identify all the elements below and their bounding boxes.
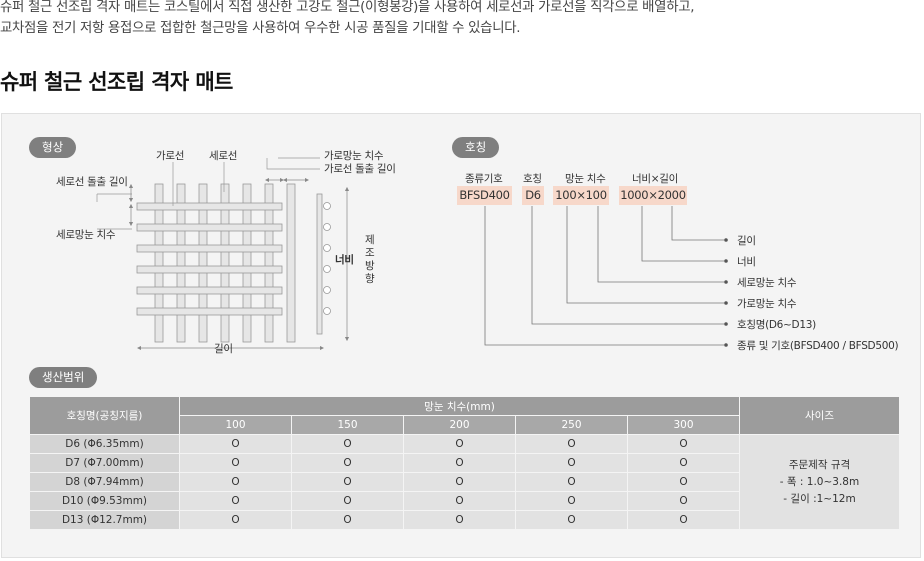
- cell-availability: O: [179, 453, 292, 473]
- designation-badge: 호칭: [452, 137, 500, 158]
- mesh-size-300: 300: [627, 415, 740, 435]
- vertical-bars: [154, 183, 296, 343]
- code-width-length: 1000×2000: [619, 186, 687, 205]
- cell-availability: O: [403, 472, 516, 492]
- legend-width: 너비: [737, 256, 756, 268]
- code-mesh-size: 100×100: [553, 186, 609, 205]
- cell-availability: O: [627, 510, 740, 530]
- cell-availability: O: [515, 434, 628, 454]
- cell-availability: O: [627, 491, 740, 511]
- intro-line-1: 슈퍼 철근 선조립 격자 매트는 코스틸에서 직접 생산한 고강도 철근(이형봉…: [0, 0, 695, 15]
- label-horizontal-spacing: 가로망눈 치수: [324, 150, 384, 162]
- size-spec-length: - 길이 :1~12m: [783, 492, 856, 505]
- legend-type-code: 종류 및 기호(BFSD400 / BFSD500): [737, 340, 899, 352]
- table-row: D13 (Φ12.7mm) O O O O O: [29, 510, 900, 530]
- cell-availability: O: [179, 491, 292, 511]
- page-title: 슈퍼 철근 선조립 격자 매트: [0, 70, 233, 94]
- side-bar: [316, 193, 323, 335]
- mesh-size-150: 150: [291, 415, 404, 435]
- cell-availability: O: [179, 472, 292, 492]
- side-circles: [323, 202, 331, 315]
- cell-availability: O: [291, 472, 404, 492]
- label-horizontal-bar: 가로선: [156, 150, 185, 162]
- cell-availability: O: [291, 491, 404, 511]
- cell-availability: O: [627, 472, 740, 492]
- label-vertical-spacing: 세로망눈 치수: [56, 229, 116, 241]
- cell-availability: O: [627, 453, 740, 473]
- label-length: 길이: [214, 343, 233, 355]
- cell-availability: O: [403, 434, 516, 454]
- col-header-name: 호칭명(공칭지름): [29, 396, 180, 435]
- label-vertical-bar: 세로선: [209, 150, 238, 162]
- mesh-size-100: 100: [179, 415, 292, 435]
- header-designation: 호칭: [523, 173, 542, 185]
- mesh-size-200: 200: [403, 415, 516, 435]
- col-header-size: 사이즈: [739, 396, 900, 435]
- cell-availability: O: [179, 510, 292, 530]
- header-width-length: 너비×길이: [632, 173, 678, 185]
- production-range-table: 호칭명(공칭지름) 망눈 치수(mm) 사이즈 100 150 200 250 …: [29, 396, 900, 530]
- table-row: D7 (Φ7.00mm) O O O O O: [29, 453, 900, 473]
- designation-leaders: [484, 206, 728, 347]
- header-mesh-size: 망눈 치수: [565, 173, 606, 185]
- cell-availability: O: [291, 453, 404, 473]
- cell-availability: O: [403, 510, 516, 530]
- size-spec-title: 주문제작 규격: [788, 458, 851, 471]
- cell-availability: O: [515, 510, 628, 530]
- code-designation: D6: [522, 186, 544, 205]
- intro-text: 슈퍼 철근 선조립 격자 매트는 코스틸에서 직접 생산한 고강도 철근(이형봉…: [0, 0, 924, 39]
- cell-availability: O: [515, 491, 628, 511]
- legend-horizontal-spacing: 가로망눈 치수: [737, 298, 797, 310]
- row-name: D8 (Φ7.94mm): [29, 472, 180, 492]
- range-badge: 생산범위: [29, 367, 98, 388]
- label-width: 너비: [335, 254, 354, 266]
- mesh-diagram: [96, 157, 350, 351]
- label-direction: 제 조 방 향: [365, 234, 375, 285]
- table-row: D8 (Φ7.94mm) O O O O O: [29, 472, 900, 492]
- cell-availability: O: [515, 453, 628, 473]
- label-horizontal-overhang: 가로선 돌출 길이: [324, 163, 396, 175]
- code-type: BFSD400: [457, 186, 512, 205]
- cell-availability: O: [179, 434, 292, 454]
- shape-badge: 형상: [29, 137, 77, 158]
- intro-line-2: 교차점을 전기 저항 용접으로 접합한 철근망을 사용하여 우수한 시공 품질을…: [0, 21, 521, 36]
- cell-availability: O: [403, 491, 516, 511]
- size-spec: 주문제작 규격 - 폭 : 1.0~3.8m - 길이 :1~12m: [739, 434, 900, 530]
- label-vertical-overhang: 세로선 돌출 길이: [56, 176, 128, 188]
- legend-designation-name: 호칭명(D6~D13): [737, 319, 816, 331]
- row-name: D6 (Φ6.35mm): [29, 434, 180, 454]
- cell-availability: O: [627, 434, 740, 454]
- mesh-size-250: 250: [515, 415, 628, 435]
- cell-availability: O: [291, 510, 404, 530]
- cell-availability: O: [403, 453, 516, 473]
- table-row: D6 (Φ6.35mm) O O O O O 주문제작 규격 - 폭 : 1.0…: [29, 434, 900, 530]
- horizontal-bars: [136, 202, 283, 316]
- row-name: D10 (Φ9.53mm): [29, 491, 180, 511]
- size-spec-width: - 폭 : 1.0~3.8m: [779, 475, 860, 488]
- row-name: D13 (Φ12.7mm): [29, 510, 180, 530]
- legend-vertical-spacing: 세로망눈 치수: [737, 277, 797, 289]
- cell-availability: O: [291, 434, 404, 454]
- header-type-code: 종류기호: [465, 173, 503, 185]
- cell-availability: O: [515, 472, 628, 492]
- spec-panel: 형상: [1, 113, 921, 558]
- row-name: D7 (Φ7.00mm): [29, 453, 180, 473]
- legend-length: 길이: [737, 235, 756, 247]
- col-header-mesh: 망눈 치수(mm): [179, 396, 740, 416]
